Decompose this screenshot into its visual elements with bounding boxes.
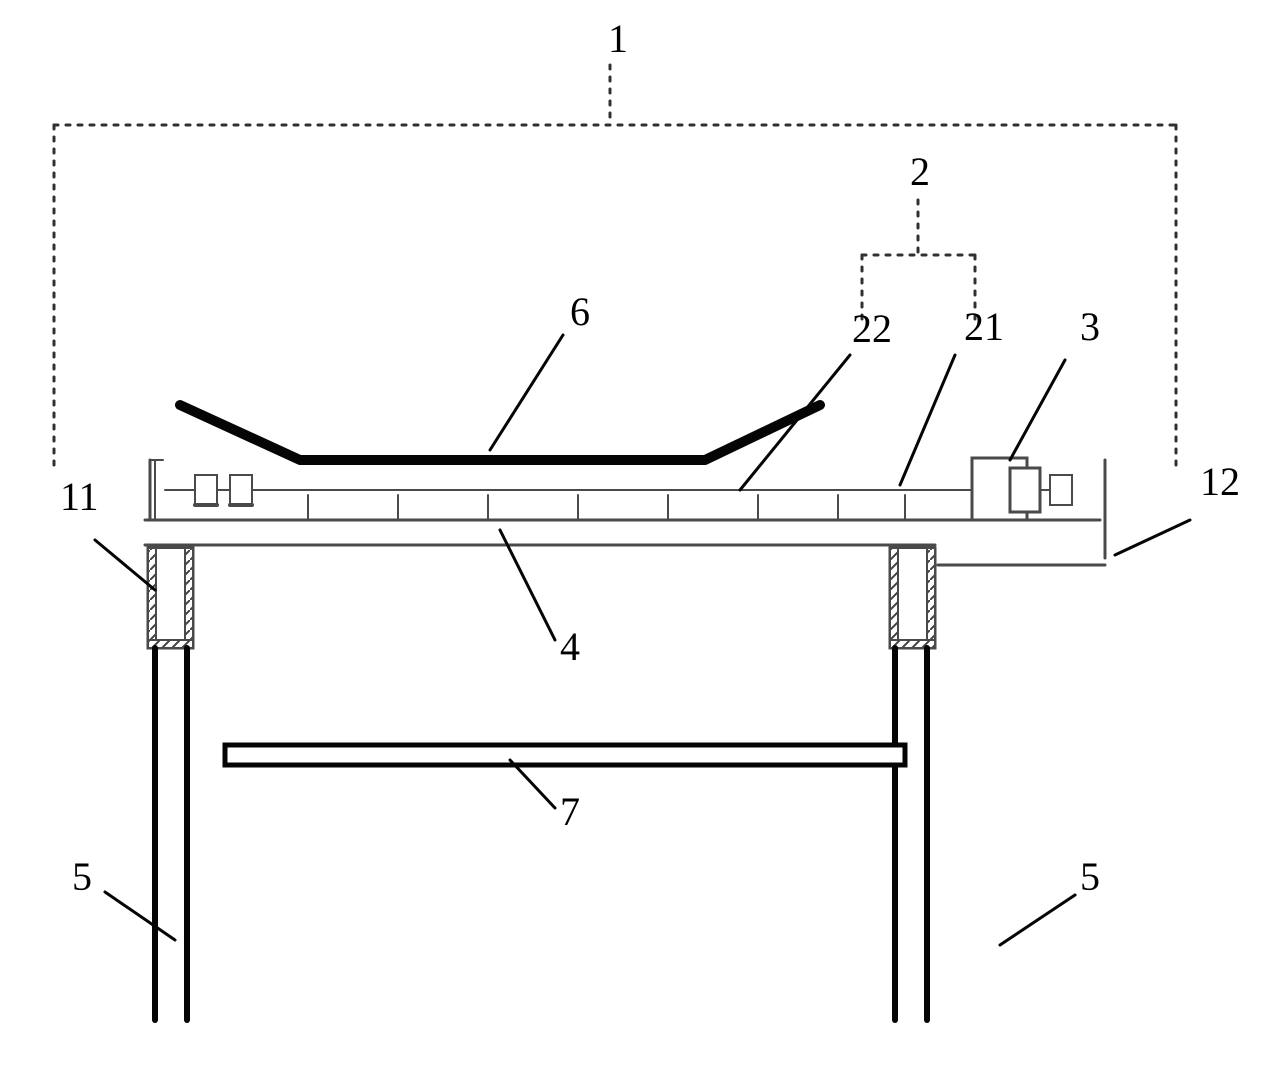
label-3: 3 — [1080, 304, 1100, 349]
label-4: 4 — [560, 624, 580, 669]
label-1: 1 — [608, 16, 628, 61]
label-5L: 5 — [72, 854, 92, 899]
label-7: 7 — [560, 789, 580, 834]
label-5R: 5 — [1080, 854, 1100, 899]
label-11: 11 — [60, 474, 99, 519]
label-22: 22 — [852, 306, 892, 351]
label-2: 2 — [910, 149, 930, 194]
label-6: 6 — [570, 289, 590, 334]
label-12: 12 — [1200, 459, 1240, 504]
label-21: 21 — [964, 304, 1004, 349]
